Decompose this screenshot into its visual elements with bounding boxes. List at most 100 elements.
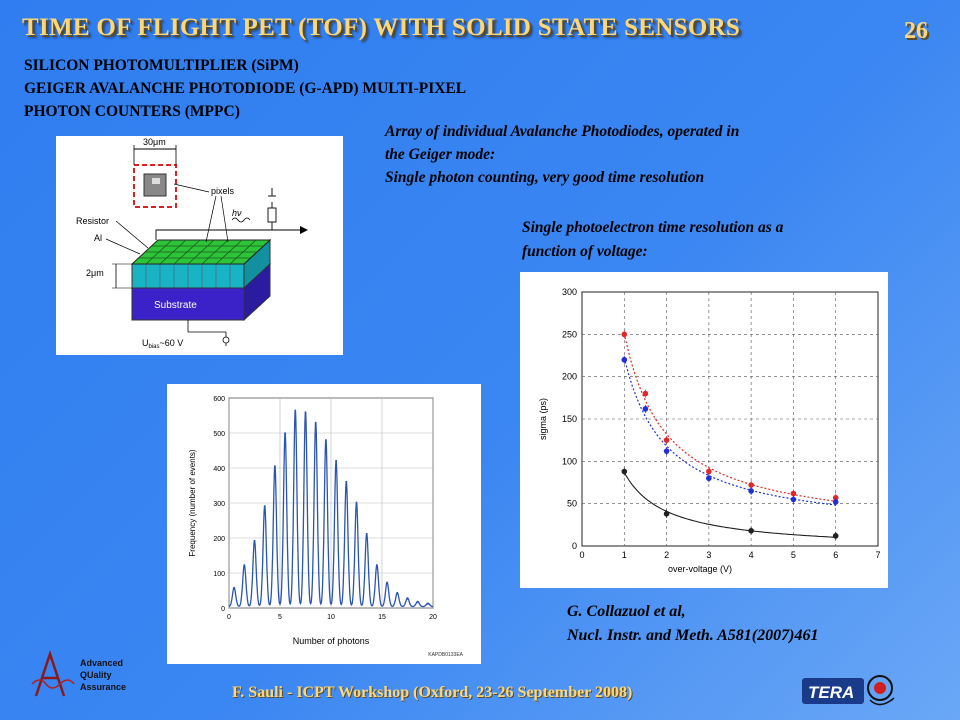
hist-peak-point [284,432,286,434]
hist-peak-point [406,598,409,600]
hist-peak-point [386,582,388,585]
hist-x-tick-label: 15 [378,614,386,621]
sigma-y-tick-label: 250 [562,329,577,339]
hist-x-axis-label: Number of photons [293,636,370,646]
hist-peak-point [274,465,276,467]
hist-peak-point [304,411,307,413]
sigma-x-tick-label: 1 [622,550,627,560]
hist-peak-point [294,409,296,411]
time-resolution-panel: 0 1 2 3 4 5 6 7 0 50 100 150 200 250 300 over-voltage (… [520,272,888,588]
sipm-diagram: 30μm pixels hν Resistor Al 2μm Substrate… [76,137,308,350]
description-line: the Geiger mode: [385,146,496,163]
tera-logo: TERA [802,675,895,706]
sigma-x-tick-label: 4 [749,550,754,560]
aqa-line: QUality [80,670,112,680]
tera-text: TERA [808,683,854,702]
hist-peak-point [417,602,419,604]
sipm-diagram-panel: 30μm pixels hν Resistor Al 2μm Substrate… [56,136,343,355]
photon-histogram-chart: 0 100 200 300 400 500 600 0 5 10 15 20 Number of pho… [188,396,464,658]
hist-peak-point [355,502,358,504]
hist-peak-point [243,565,245,567]
sigma-y-axis-label: sigma (ps) [538,398,548,440]
sigma-y-tick-label: 50 [567,499,577,509]
hist-y-tick-label: 300 [213,501,225,508]
footer-credit: F. Sauli - ICPT Workshop (Oxford, 23-26 … [232,684,633,701]
heading-line: SILICON PHOTOMULTIPLIER (SiPM) [24,57,299,74]
photon-histogram-panel: 0 100 200 300 400 500 600 0 5 10 15 20 Number of pho… [167,384,481,664]
resistor-symbol [267,207,277,223]
hist-series-line [228,409,434,608]
sigma-fit-curve [623,333,836,502]
hist-annotation: KAPDB0133EA [428,652,463,658]
hist-y-tick-label: 600 [213,396,225,403]
dimension-30um-label: 30μm [143,137,166,147]
hist-peak-point [427,603,429,606]
hist-peak-point [345,481,347,483]
reference-line: Nucl. Instr. and Meth. A581(2007)461 [567,627,819,644]
aqa-logo: Advanced QUality Assurance [31,650,126,697]
reference-line: G. Collazuol et al, [567,603,686,620]
readout-wire [155,229,306,240]
heading-line: PHOTON COUNTERS (MPPC) [24,103,240,120]
hist-x-tick-label: 5 [278,614,282,621]
hist-peak-point [315,421,317,424]
aqa-line: Assurance [80,682,126,692]
reference: G. Collazuol et al, Nucl. Instr. and Met… [567,600,818,648]
bias-terminal-icon [222,336,230,344]
diagram-grid-lines [138,239,264,265]
hist-peak-point [325,439,327,441]
bias-label: Ubias~60 V [142,338,183,350]
slide-number: 26 [904,18,928,44]
diagram-pixel-highlight [133,164,177,208]
sigma-x-tick-label: 6 [833,550,838,560]
sigma-y-tick-label: 150 [562,414,577,424]
diagram-single-pixel [143,173,167,197]
hist-peak-point [233,588,235,590]
substrate-label: Substrate [154,300,197,311]
output-arrow-icon [300,226,308,234]
hist-y-axis-label: Frequency (number of events) [188,449,197,556]
time-resolution-chart: 0 1 2 3 4 5 6 7 0 50 100 150 200 250 300 over-voltage (… [538,287,881,574]
sigma-y-tick-label: 300 [562,287,577,297]
sigma-y-tick-label: 0 [572,541,577,551]
hist-peak-point [335,460,337,462]
pixels-label: pixels [211,186,235,196]
apd-description: Array of individual Avalanche Photodiode… [385,120,739,189]
heading-line: GEIGER AVALANCHE PHOTODIODE (G-APD) MULT… [24,80,467,97]
aqa-line: Advanced [80,658,123,668]
sigma-y-tick-label: 200 [562,372,577,382]
sigma-fit-curve [623,472,836,538]
sigma-x-tick-label: 2 [664,550,669,560]
sensor-heading: SILICON PHOTOMULTIPLIER (SiPM) GEIGER AV… [24,54,466,123]
sigma-x-tick-label: 3 [706,550,711,560]
description-line: Array of individual Avalanche Photodiode… [385,123,740,140]
resolution-caption: Single photoelectron time resolution as … [522,216,783,264]
slide-title: TIME OF FLIGHT PET (TOF) WITH SOLID STAT… [22,14,741,41]
sigma-x-tick-label: 0 [579,550,584,560]
sigma-x-axis-label: over-voltage (V) [668,564,732,574]
hist-x-tick-label: 0 [227,614,231,621]
description-line: Single photon counting, very good time r… [385,169,705,186]
hist-peak-point [396,593,398,595]
sigma-y-tick-label: 100 [562,456,577,466]
hist-y-tick-label: 200 [213,536,225,543]
sigma-x-tick-label: 5 [791,550,796,560]
hist-y-tick-label: 0 [221,606,225,613]
hist-peak-point [264,505,266,508]
hist-y-tick-label: 500 [213,431,225,438]
hist-peak-point [366,533,368,536]
sigma-x-tick-label: 7 [875,550,880,560]
hist-y-tick-label: 100 [213,571,225,578]
caption-line: function of voltage: [522,243,648,260]
photon-label: hν [232,208,242,218]
hist-peak-point [253,540,256,543]
dimension-2um-label: 2μm [86,268,104,278]
caption-line: Single photoelectron time resolution as … [522,219,784,236]
hist-x-tick-label: 10 [327,614,335,621]
resistor-label: Resistor [76,216,109,226]
hist-x-tick-label: 20 [429,614,437,621]
aluminium-label: Al [94,233,102,243]
sigma-fit-curve [623,357,836,506]
hist-y-tick-label: 400 [213,466,225,473]
hist-peak-point [376,565,378,567]
